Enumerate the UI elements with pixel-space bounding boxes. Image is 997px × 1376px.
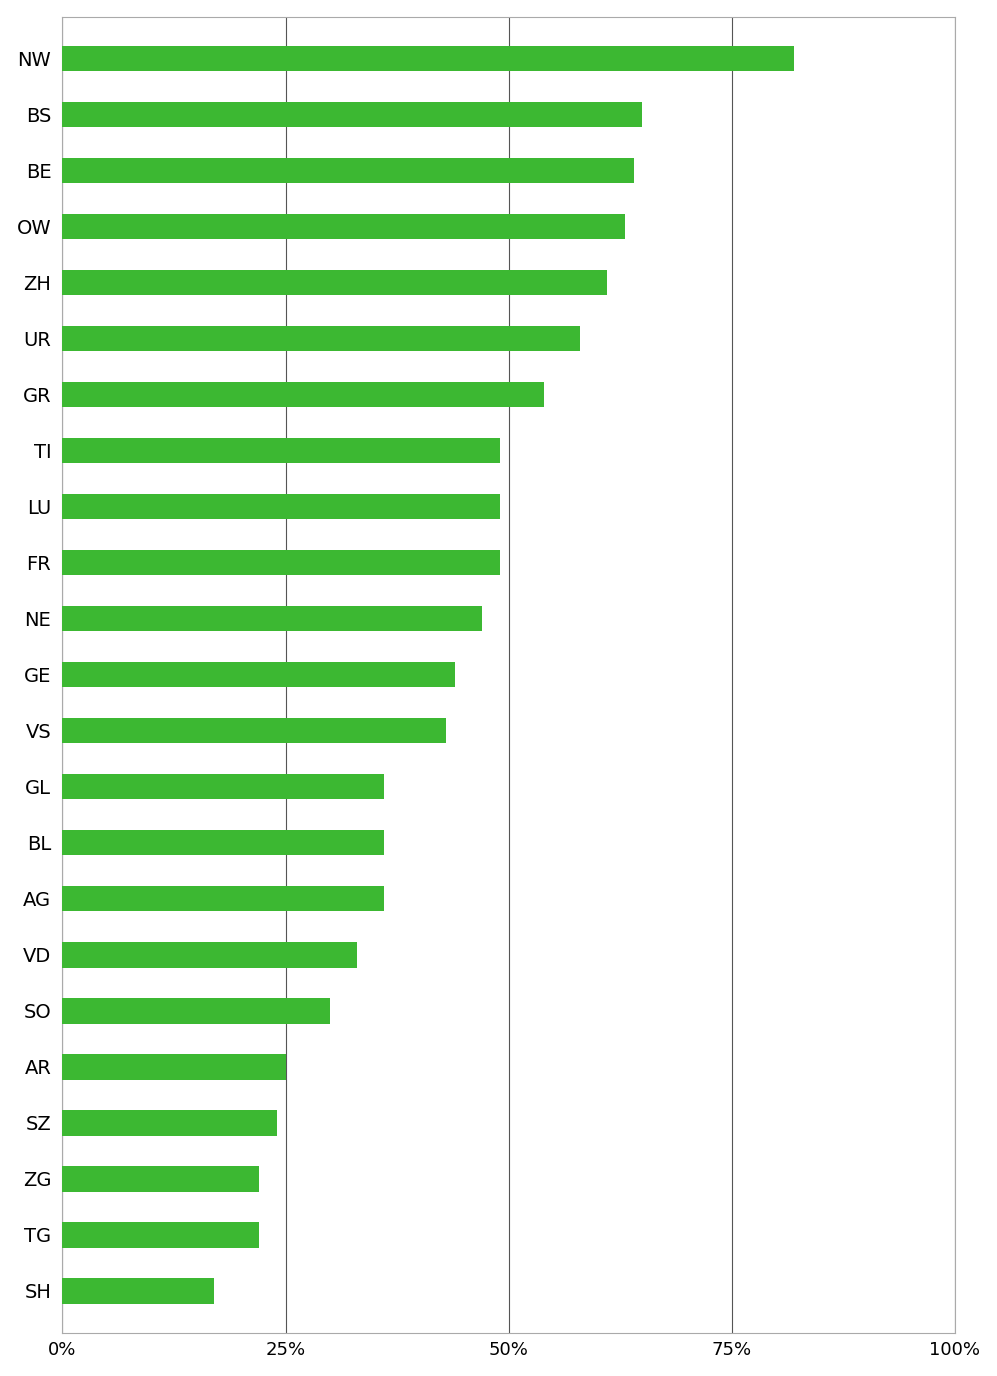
Bar: [63, 102, 642, 128]
Bar: [63, 775, 384, 799]
Bar: [63, 158, 633, 183]
Bar: [63, 270, 607, 296]
Bar: [63, 550, 499, 575]
Bar: [63, 1110, 276, 1135]
Bar: [63, 326, 580, 351]
Bar: [63, 1054, 285, 1080]
Bar: [63, 943, 357, 967]
Bar: [63, 383, 544, 407]
Bar: [63, 1278, 214, 1303]
Bar: [63, 662, 455, 688]
Bar: [63, 718, 446, 743]
Bar: [63, 438, 499, 464]
Bar: [63, 45, 795, 72]
Bar: [63, 830, 384, 856]
Bar: [63, 215, 625, 239]
Bar: [63, 1222, 259, 1248]
Bar: [63, 886, 384, 911]
Bar: [63, 494, 499, 519]
Bar: [63, 1167, 259, 1192]
Bar: [63, 999, 330, 1024]
Bar: [63, 607, 482, 632]
